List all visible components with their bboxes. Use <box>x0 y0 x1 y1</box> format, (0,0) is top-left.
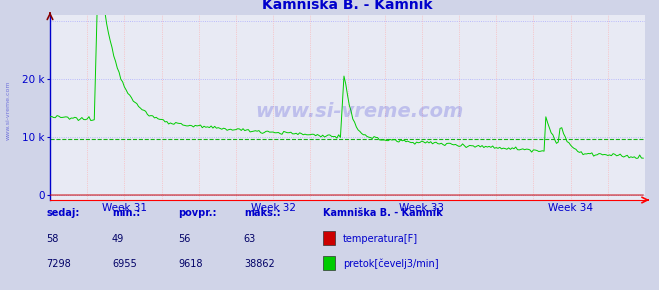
Text: 56: 56 <box>178 234 190 244</box>
Text: pretok[čevelj3/min]: pretok[čevelj3/min] <box>343 259 438 269</box>
Text: min.:: min.: <box>112 208 140 218</box>
Text: 6955: 6955 <box>112 259 137 269</box>
Text: povpr.:: povpr.: <box>178 208 216 218</box>
Text: 58: 58 <box>46 234 59 244</box>
Text: 63: 63 <box>244 234 256 244</box>
Text: 38862: 38862 <box>244 259 275 269</box>
Title: Kamniška B. - Kamnik: Kamniška B. - Kamnik <box>262 0 433 12</box>
Text: www.si-vreme.com: www.si-vreme.com <box>255 102 463 121</box>
Text: temperatura[F]: temperatura[F] <box>343 234 418 244</box>
Text: sedaj:: sedaj: <box>46 208 80 218</box>
Text: Kamniška B. - Kamnik: Kamniška B. - Kamnik <box>323 208 443 218</box>
Text: 9618: 9618 <box>178 259 202 269</box>
Text: 7298: 7298 <box>46 259 71 269</box>
Text: www.si-vreme.com: www.si-vreme.com <box>5 80 11 140</box>
Text: maks.:: maks.: <box>244 208 281 218</box>
Text: 49: 49 <box>112 234 125 244</box>
